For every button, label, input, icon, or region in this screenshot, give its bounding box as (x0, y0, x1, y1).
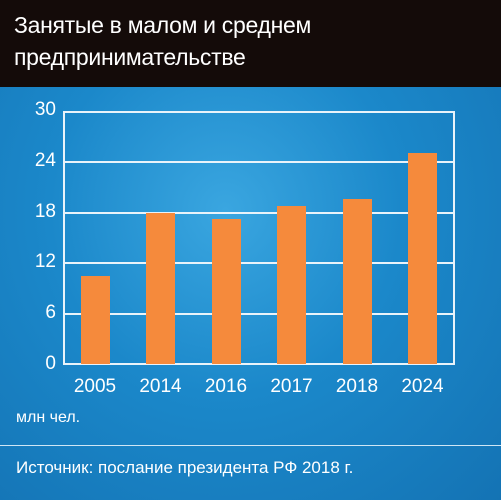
title-bar: Занятые в малом и среднем предпринимател… (0, 0, 501, 87)
gridline (63, 262, 455, 265)
gridline (63, 160, 455, 163)
x-tick-label: 2005 (73, 376, 117, 397)
gridline (63, 313, 455, 316)
bar-2017 (277, 205, 306, 364)
bar-2016 (211, 218, 241, 364)
y-tick-label: 6 (45, 302, 56, 324)
y-tick-label: 24 (34, 149, 56, 171)
x-tick-label: 2017 (270, 376, 313, 397)
x-tick-label: 2018 (335, 376, 379, 397)
y-tick-label: 0 (45, 353, 56, 374)
plot-frame (63, 111, 455, 365)
chart-title: Занятые в малом и среднем предпринимател… (14, 12, 312, 70)
bar-2014 (146, 212, 175, 364)
bar-2005 (80, 276, 110, 364)
bar-2024 (408, 153, 437, 364)
x-tick-label: 2016 (204, 376, 248, 397)
source-divider (0, 445, 501, 446)
y-tick-label: 30 (34, 99, 56, 120)
y-tick-label: 12 (34, 251, 56, 273)
x-tick-label: 2014 (139, 376, 182, 397)
x-tick-label: 2024 (401, 376, 444, 397)
y-tick-label: 18 (34, 200, 56, 222)
gridline (63, 211, 455, 214)
source-note: Источник: послание президента РФ 2018 г. (16, 458, 354, 477)
unit-label: млн чел. (16, 409, 81, 426)
bar-2018 (342, 199, 372, 364)
